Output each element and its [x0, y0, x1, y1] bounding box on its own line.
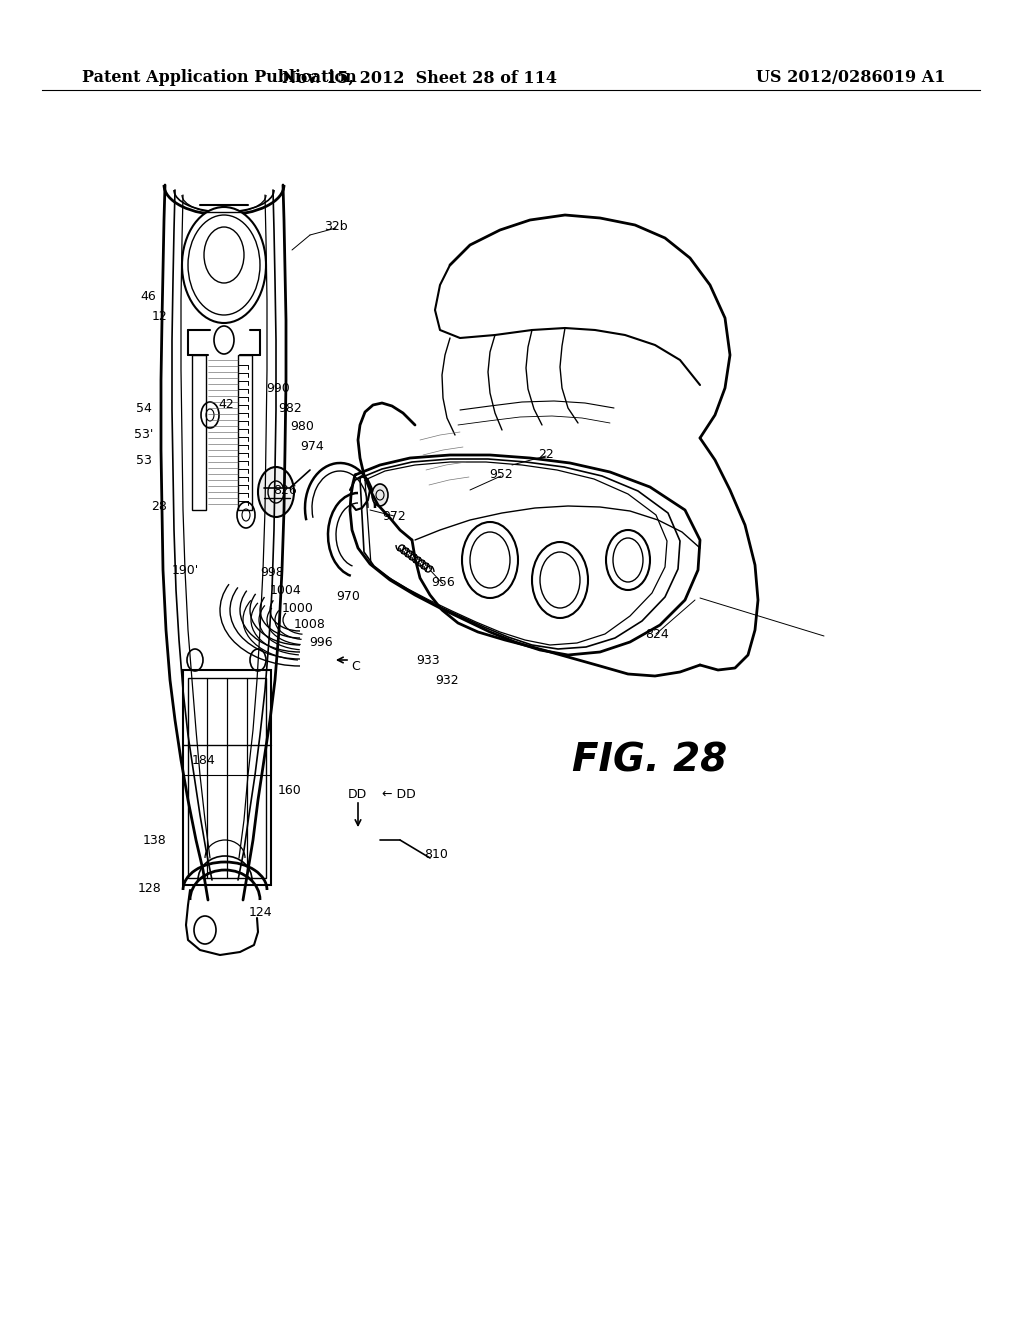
Text: FIG. 28: FIG. 28: [572, 741, 728, 779]
Bar: [238, 355, 252, 510]
Text: 42: 42: [218, 399, 233, 412]
Text: 998: 998: [260, 565, 284, 578]
Text: 190': 190': [171, 564, 199, 577]
Text: 980: 980: [290, 421, 314, 433]
Text: 1004: 1004: [270, 583, 302, 597]
Ellipse shape: [182, 207, 266, 323]
Text: 138: 138: [143, 833, 167, 846]
Bar: [183, 671, 271, 884]
Text: 1000: 1000: [282, 602, 314, 615]
Text: C: C: [351, 660, 360, 673]
Text: 32b: 32b: [325, 219, 348, 232]
Text: 933: 933: [416, 653, 440, 667]
Text: 160: 160: [279, 784, 302, 796]
Ellipse shape: [462, 521, 518, 598]
Text: 53': 53': [134, 428, 154, 441]
Text: 46: 46: [140, 289, 156, 302]
Text: Patent Application Publication: Patent Application Publication: [82, 70, 356, 87]
Text: 956: 956: [431, 576, 455, 589]
Text: ← DD: ← DD: [382, 788, 416, 801]
Text: 974: 974: [300, 441, 324, 454]
Ellipse shape: [532, 543, 588, 618]
Text: US 2012/0286019 A1: US 2012/0286019 A1: [756, 70, 945, 87]
Ellipse shape: [606, 531, 650, 590]
Text: 990: 990: [266, 383, 290, 396]
Ellipse shape: [258, 467, 294, 517]
Text: 28: 28: [152, 499, 167, 512]
Text: 996: 996: [309, 636, 333, 649]
Text: 54: 54: [136, 403, 152, 416]
Text: 932: 932: [435, 675, 459, 688]
Text: 972: 972: [382, 510, 406, 523]
Text: 12: 12: [153, 310, 168, 323]
Text: 826: 826: [273, 483, 297, 496]
Text: DD: DD: [347, 788, 367, 801]
Text: 970: 970: [336, 590, 360, 603]
Text: 184: 184: [193, 754, 216, 767]
Text: 1008: 1008: [294, 619, 326, 631]
Text: Nov. 15, 2012  Sheet 28 of 114: Nov. 15, 2012 Sheet 28 of 114: [283, 70, 557, 87]
Bar: [188, 678, 266, 878]
Text: 982: 982: [279, 401, 302, 414]
Text: 22: 22: [539, 447, 554, 461]
Text: 124: 124: [248, 907, 271, 920]
Bar: [193, 355, 206, 510]
Text: 128: 128: [138, 882, 162, 895]
Text: 810: 810: [424, 849, 447, 862]
Text: 824: 824: [645, 627, 669, 640]
Text: 53: 53: [136, 454, 152, 466]
Ellipse shape: [372, 484, 388, 506]
Text: 952: 952: [489, 467, 513, 480]
